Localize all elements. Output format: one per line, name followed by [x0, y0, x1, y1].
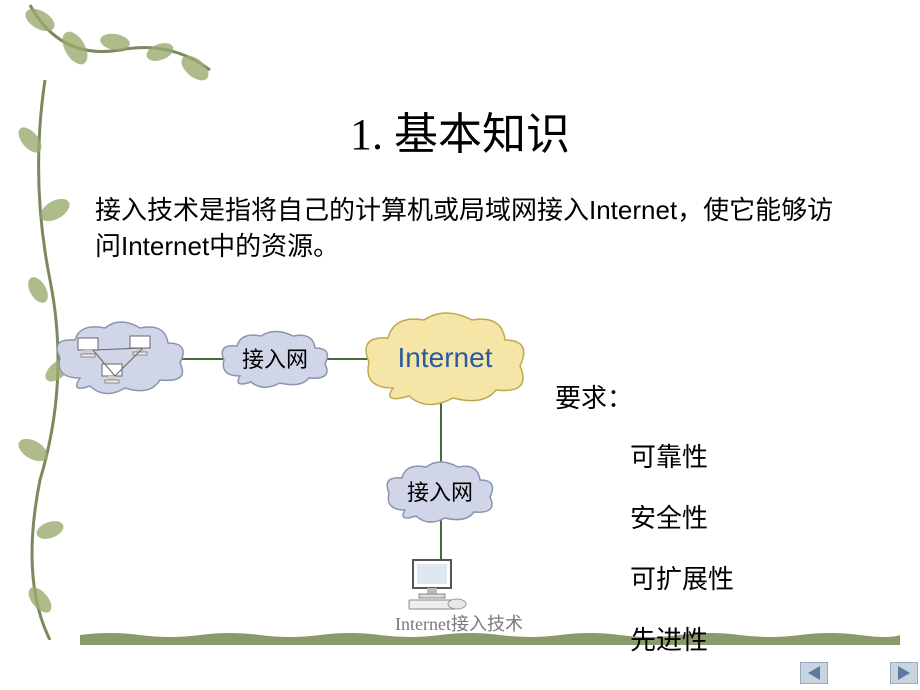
requirements-title: 要求： — [555, 378, 734, 415]
node-access2-cloud: 接入网 — [380, 458, 500, 524]
nav-prev-button[interactable] — [800, 662, 828, 684]
node-access1-label: 接入网 — [242, 342, 308, 374]
slide-body-text: 接入技术是指将自己的计算机或局域网接入Internet，使它能够访问Intern… — [95, 192, 855, 265]
node-pc-icon — [407, 556, 469, 610]
slide-title: 1. 基本知识 — [0, 98, 920, 162]
lan-link-lines — [75, 336, 160, 384]
requirement-item: 可靠性 — [630, 437, 734, 474]
node-internet-label: Internet — [398, 342, 493, 374]
node-internet-cloud: Internet — [355, 308, 535, 408]
node-access2-label: 接入网 — [407, 475, 473, 507]
requirement-item: 先进性 — [630, 620, 734, 657]
decor-vine-top — [20, 0, 220, 90]
nav-next-button[interactable] — [890, 662, 918, 684]
node-access1-cloud: 接入网 — [215, 328, 335, 388]
network-diagram: 接入网 Internet 接入网 — [45, 308, 565, 638]
requirements-block: 要求： 可靠性 安全性 可扩展性 先进性 — [555, 378, 734, 681]
requirement-item: 安全性 — [630, 498, 734, 535]
requirement-item: 可扩展性 — [630, 559, 734, 596]
footer-label: Internet接入技术 — [395, 610, 523, 636]
node-lan-cloud — [50, 318, 190, 398]
